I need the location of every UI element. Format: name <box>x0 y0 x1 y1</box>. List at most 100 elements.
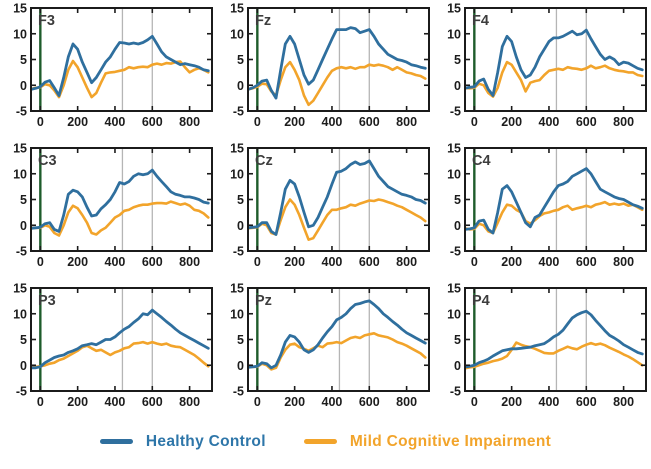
trace-mci <box>465 341 644 370</box>
x-tick-label: 0 <box>254 115 261 129</box>
erp-panel-F4: 0 200 400 600 800 -5 0 5 10 15 F4 <box>434 0 651 140</box>
x-tick-label: 800 <box>613 395 634 409</box>
y-tick-label: 15 <box>447 142 461 156</box>
x-tick-label: 400 <box>322 255 343 269</box>
trace-hc <box>31 308 210 370</box>
x-tick-label: 0 <box>471 115 478 129</box>
y-tick-label: 15 <box>230 2 244 16</box>
x-tick-label: 0 <box>471 255 478 269</box>
erp-panel-F3: 0 200 400 600 800 -5 0 5 10 15 F3 <box>0 0 217 140</box>
y-tick-label: 15 <box>447 282 461 296</box>
y-tick-label: 5 <box>20 53 27 67</box>
erp-panel-P4: 0 200 400 600 800 -5 0 5 10 15 P4 <box>434 280 651 420</box>
y-tick-label: 10 <box>447 27 461 41</box>
x-tick-label: 400 <box>105 115 126 129</box>
channel-label: P3 <box>38 293 56 309</box>
y-tick-label: 0 <box>237 79 244 93</box>
y-tick-label: 15 <box>447 2 461 16</box>
x-tick-label: 200 <box>284 255 305 269</box>
x-tick-label: 800 <box>179 115 200 129</box>
x-tick-label: 600 <box>359 255 380 269</box>
x-tick-label: 600 <box>576 395 597 409</box>
erp-chart-F4: 0 200 400 600 800 -5 0 5 10 15 F4 <box>447 2 647 129</box>
y-tick-label: 15 <box>230 142 244 156</box>
y-tick-label: 5 <box>20 333 27 347</box>
erp-chart-Fz: 0 200 400 600 800 -5 0 5 10 15 Fz <box>230 2 430 129</box>
y-tick-label: -5 <box>16 245 27 259</box>
y-tick-label: 0 <box>20 359 27 373</box>
x-tick-label: 200 <box>501 395 522 409</box>
legend-item-healthy-control: Healthy Control <box>99 433 266 451</box>
x-tick-label: 600 <box>142 255 163 269</box>
x-tick-label: 400 <box>105 395 126 409</box>
x-tick-label: 800 <box>179 395 200 409</box>
y-tick-label: -5 <box>16 385 27 399</box>
y-tick-label: 10 <box>230 167 244 181</box>
x-tick-label: 600 <box>142 395 163 409</box>
x-tick-label: 200 <box>67 255 88 269</box>
trace-mci <box>31 340 210 369</box>
trace-mci <box>31 200 210 237</box>
x-tick-label: 0 <box>471 395 478 409</box>
trace-mci <box>465 200 644 235</box>
axis-frame <box>247 287 430 392</box>
axis-frame <box>30 287 213 392</box>
x-tick-label: 800 <box>396 255 417 269</box>
trace-hc <box>465 167 644 235</box>
y-tick-label: 10 <box>13 167 27 181</box>
legend-label-mci: Mild Cognitive Impairment <box>349 432 552 450</box>
x-tick-label: 800 <box>613 255 634 269</box>
trace-hc <box>248 26 427 100</box>
x-tick-label: 400 <box>539 255 560 269</box>
trace-hc <box>465 28 644 97</box>
y-tick-label: -5 <box>233 105 244 119</box>
y-tick-label: 15 <box>13 142 27 156</box>
y-tick-label: 5 <box>237 333 244 347</box>
x-tick-label: 800 <box>396 395 417 409</box>
channel-label: P4 <box>472 293 490 309</box>
erp-chart-Pz: 0 200 400 600 800 -5 0 5 10 15 Pz <box>230 282 430 409</box>
x-tick-label: 0 <box>37 255 44 269</box>
trace-hc <box>248 159 427 236</box>
y-tick-label: 0 <box>20 79 27 93</box>
legend-item-mci: Mild Cognitive Impairment <box>303 432 552 451</box>
erp-chart-P4: 0 200 400 600 800 -5 0 5 10 15 P4 <box>447 282 647 409</box>
y-tick-label: 10 <box>230 27 244 41</box>
trace-hc <box>465 309 644 369</box>
x-tick-label: 0 <box>254 395 261 409</box>
x-tick-label: 800 <box>179 255 200 269</box>
x-tick-label: 200 <box>284 395 305 409</box>
x-tick-label: 0 <box>254 255 261 269</box>
y-tick-label: 0 <box>237 359 244 373</box>
erp-panel-Cz: 0 200 400 600 800 -5 0 5 10 15 Cz <box>217 140 434 280</box>
erp-panel-grid: 0 200 400 600 800 -5 0 5 10 15 F3 0 200 400 600 800 -5 0 5… <box>0 0 651 420</box>
y-tick-label: 0 <box>454 79 461 93</box>
y-tick-label: -5 <box>16 105 27 119</box>
y-tick-label: 5 <box>20 193 27 207</box>
legend-swatch-healthy-control <box>99 439 133 444</box>
y-tick-label: 10 <box>13 27 27 41</box>
erp-chart-C3: 0 200 400 600 800 -5 0 5 10 15 C3 <box>13 142 213 269</box>
y-tick-label: 5 <box>237 53 244 67</box>
x-tick-label: 400 <box>105 255 126 269</box>
x-tick-label: 200 <box>284 115 305 129</box>
x-tick-label: 400 <box>322 115 343 129</box>
trace-hc <box>248 299 427 370</box>
y-tick-label: 15 <box>13 282 27 296</box>
y-tick-label: 0 <box>20 219 27 233</box>
x-tick-label: 0 <box>37 395 44 409</box>
y-tick-label: 5 <box>454 53 461 67</box>
x-tick-label: 200 <box>501 115 522 129</box>
erp-panel-Pz: 0 200 400 600 800 -5 0 5 10 15 Pz <box>217 280 434 420</box>
y-tick-label: 5 <box>454 193 461 207</box>
x-tick-label: 200 <box>501 255 522 269</box>
y-tick-label: 10 <box>447 307 461 321</box>
trace-hc <box>31 34 210 97</box>
y-tick-label: 10 <box>447 167 461 181</box>
x-tick-label: 400 <box>539 395 560 409</box>
x-tick-label: 0 <box>37 115 44 129</box>
x-tick-label: 600 <box>576 255 597 269</box>
erp-chart-F3: 0 200 400 600 800 -5 0 5 10 15 F3 <box>13 2 213 129</box>
channel-label: F4 <box>472 13 489 29</box>
